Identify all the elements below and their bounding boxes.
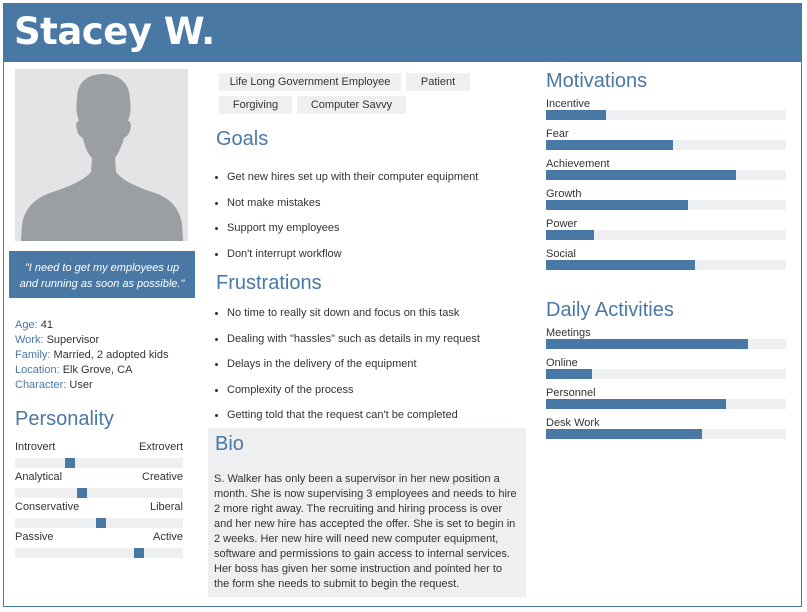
bar-fill <box>546 399 726 409</box>
bar-track <box>546 399 786 409</box>
list-item: Complexity of the process <box>214 384 480 410</box>
bar-fill <box>546 369 592 379</box>
frustrations-title: Frustrations <box>216 272 322 294</box>
bar-track <box>546 429 786 439</box>
bar-fill <box>546 260 695 270</box>
bar-track <box>546 339 786 349</box>
daily-activities-title: Daily Activities <box>546 299 674 321</box>
header-bar: Stacey W. <box>4 4 801 62</box>
bar-track <box>546 170 786 180</box>
persona-facts: Age: 41 Work: Supervisor Family: Married… <box>15 318 168 393</box>
trait-tag: Patient <box>406 73 470 91</box>
goals-list: Get new hires set up with their computer… <box>214 171 478 273</box>
list-item: Not make mistakes <box>214 197 478 223</box>
bar-track <box>546 230 786 240</box>
fact-age: Age: 41 <box>15 319 53 331</box>
bio-panel: Bio S. Walker has only been a supervisor… <box>208 428 526 597</box>
bar-fill <box>546 110 606 120</box>
bar-track <box>546 260 786 270</box>
bar-track <box>546 140 786 150</box>
person-silhouette-icon <box>21 74 183 241</box>
bar-track <box>546 369 786 379</box>
fact-character: Character: User <box>15 379 93 391</box>
trait-tag: Computer Savvy <box>297 96 406 114</box>
list-item: Don't interrupt workflow <box>214 248 478 274</box>
frustrations-list: No time to really sit down and focus on … <box>214 307 480 435</box>
scale-marker <box>77 488 87 498</box>
list-item: Getting told that the request can't be c… <box>214 409 480 435</box>
bar-fill <box>546 170 736 180</box>
scale-track <box>15 488 183 498</box>
goals-title: Goals <box>216 128 269 150</box>
list-item: No time to really sit down and focus on … <box>214 307 480 333</box>
bio-text: S. Walker has only been a supervisor in … <box>214 473 517 590</box>
scale-track <box>15 518 183 528</box>
scale-marker <box>96 518 106 528</box>
motivations-title: Motivations <box>546 70 648 92</box>
avatar <box>15 69 188 241</box>
persona-name: Stacey W. <box>14 10 215 53</box>
bar-fill <box>546 200 688 210</box>
fact-location: Location: Elk Grove, CA <box>15 364 133 376</box>
bar-fill <box>546 339 748 349</box>
list-item: Dealing with "hassles" such as details i… <box>214 333 480 359</box>
scale-track <box>15 458 183 468</box>
bar-fill <box>546 429 702 439</box>
fact-work: Work: Supervisor <box>15 334 100 346</box>
bar-track <box>546 110 786 120</box>
personality-title: Personality <box>15 408 114 430</box>
list-item: Support my employees <box>214 222 478 248</box>
fact-family: Family: Married, 2 adopted kids <box>15 349 169 361</box>
bar-track <box>546 200 786 210</box>
scale-track <box>15 548 183 558</box>
trait-tag: Forgiving <box>219 96 292 114</box>
bar-fill <box>546 230 594 240</box>
scale-marker <box>65 458 75 468</box>
persona-quote: "I need to get my employees up and runni… <box>9 251 195 298</box>
trait-tag: Life Long Government Employee <box>219 73 401 91</box>
list-item: Delays in the delivery of the equipment <box>214 358 480 384</box>
bio-title: Bio <box>215 433 244 455</box>
scale-marker <box>134 548 144 558</box>
list-item: Get new hires set up with their computer… <box>214 171 478 197</box>
bar-fill <box>546 140 674 150</box>
